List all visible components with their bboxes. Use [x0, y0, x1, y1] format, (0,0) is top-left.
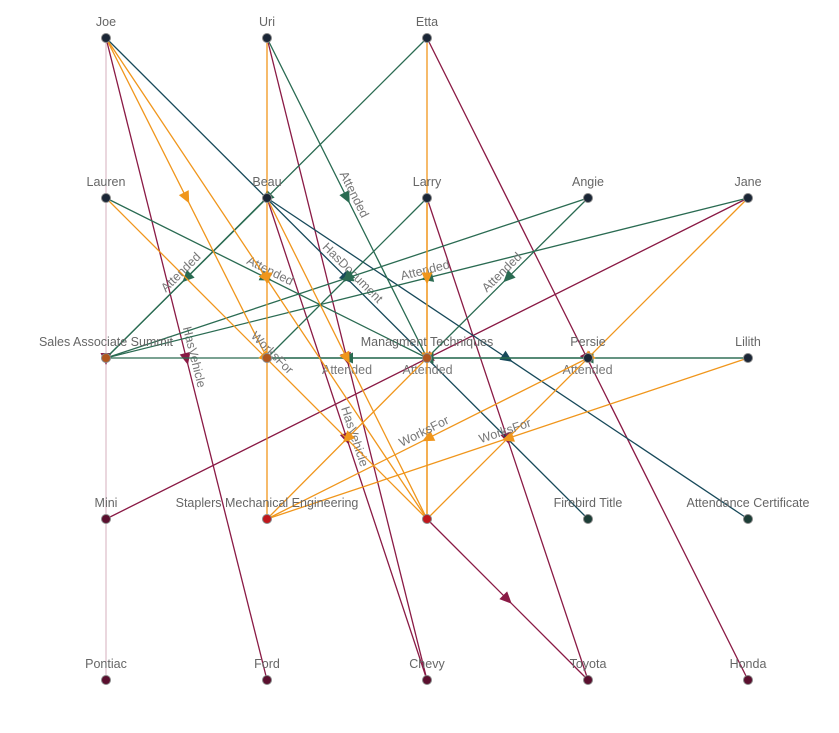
- node-label: Jane: [734, 175, 761, 189]
- node-dot[interactable]: [262, 514, 272, 524]
- edge-arrow-icon: [499, 350, 513, 362]
- edge-arrow-icon: [422, 430, 436, 442]
- node-ev2[interactable]: [262, 353, 272, 363]
- edge-label: Attended: [562, 363, 612, 377]
- node-joe[interactable]: Joe: [96, 15, 116, 43]
- edge-arrow-icon: [341, 270, 355, 282]
- edge-arrow-icon: [182, 269, 195, 283]
- node-label: Sales Associate Summit: [39, 335, 174, 349]
- node-dot[interactable]: [262, 33, 272, 43]
- node-angie[interactable]: Angie: [572, 175, 604, 203]
- edge-joe-ford: HasVehicle: [105, 37, 268, 681]
- node-sas[interactable]: Sales Associate Summit: [39, 335, 174, 363]
- node-firebird[interactable]: Firebird Title: [554, 496, 623, 524]
- edge-uri-mt: Attended: [266, 37, 428, 359]
- node-label: Staplers Mechanical Engineering: [176, 496, 359, 510]
- node-dot[interactable]: [422, 353, 432, 363]
- node-dot[interactable]: [422, 514, 432, 524]
- node-label: Toyota: [570, 657, 607, 671]
- edge-arrow-icon: [342, 430, 356, 443]
- node-label: Firebird Title: [554, 496, 623, 510]
- node-lauren[interactable]: Lauren: [87, 175, 126, 203]
- node-dot[interactable]: [743, 353, 753, 363]
- edge-arrow-icon: [499, 591, 512, 604]
- node-uri[interactable]: Uri: [259, 15, 275, 43]
- edge-label: Attended: [322, 363, 372, 377]
- node-dot[interactable]: [583, 675, 593, 685]
- node-dot[interactable]: [101, 33, 111, 43]
- node-label: Chevy: [409, 657, 445, 671]
- node-label: Beau: [252, 175, 281, 189]
- node-dot[interactable]: [583, 353, 593, 363]
- node-label: Lauren: [87, 175, 126, 189]
- edge-label: Attended: [479, 250, 524, 295]
- node-dot[interactable]: [743, 675, 753, 685]
- node-dot[interactable]: [422, 193, 432, 203]
- node-label: Angie: [572, 175, 604, 189]
- node-mini[interactable]: Mini: [95, 496, 118, 524]
- node-ford[interactable]: Ford: [254, 657, 280, 685]
- node-label: Persie: [570, 335, 605, 349]
- node-dot[interactable]: [262, 193, 272, 203]
- edge-joe-ev2: [105, 37, 268, 359]
- edge-arrow-icon: [339, 350, 350, 364]
- node-beau[interactable]: Beau: [252, 175, 282, 203]
- node-dot[interactable]: [262, 353, 272, 363]
- node-dot[interactable]: [583, 193, 593, 203]
- node-chevy[interactable]: Chevy: [409, 657, 445, 685]
- node-staplers[interactable]: Staplers Mechanical Engineering: [176, 496, 359, 524]
- node-label: Larry: [413, 175, 442, 189]
- edge-lilith-staplers: WorksFor: [266, 357, 749, 520]
- node-dot[interactable]: [583, 514, 593, 524]
- node-dot[interactable]: [262, 675, 272, 685]
- node-label: Pontiac: [85, 657, 127, 671]
- node-label: Honda: [730, 657, 767, 671]
- node-dot[interactable]: [101, 193, 111, 203]
- node-label: Attendance Certificate: [687, 496, 810, 510]
- node-dot[interactable]: [101, 514, 111, 524]
- node-jane[interactable]: Jane: [734, 175, 762, 203]
- edge-co2-toyota: [426, 518, 589, 681]
- node-dot[interactable]: [101, 353, 111, 363]
- edge-arrow-icon: [261, 272, 273, 285]
- node-dot[interactable]: [743, 514, 753, 524]
- edge-arrow-icon: [503, 269, 516, 283]
- node-larry[interactable]: Larry: [413, 175, 442, 203]
- node-label: Mini: [95, 496, 118, 510]
- node-label: Lilith: [735, 335, 761, 349]
- node-dot[interactable]: [743, 193, 753, 203]
- node-dot[interactable]: [101, 675, 111, 685]
- edge-mt-staplers: [266, 357, 428, 520]
- edge-beau-co2: [266, 197, 428, 520]
- node-lilith[interactable]: Lilith: [735, 335, 761, 363]
- node-label: Uri: [259, 15, 275, 29]
- node-label: Ford: [254, 657, 280, 671]
- node-toyota[interactable]: Toyota: [570, 657, 607, 685]
- edge-arrow-icon: [501, 431, 515, 442]
- node-honda[interactable]: Honda: [730, 657, 767, 685]
- edge-arrow-icon: [339, 190, 350, 204]
- node-pontiac[interactable]: Pontiac: [85, 657, 127, 685]
- edge-arrow-icon: [178, 190, 190, 204]
- edge-uri-staplers: [261, 38, 273, 519]
- node-label: Etta: [416, 15, 438, 29]
- node-attcert[interactable]: Attendance Certificate: [687, 496, 810, 524]
- edge-angie-mt: Attended: [426, 197, 589, 359]
- node-dot[interactable]: [422, 675, 432, 685]
- node-layer: Joe Uri Etta Lauren Beau Larry Angie Jane Sales …: [39, 15, 810, 685]
- edge-angie-sas: [105, 197, 589, 359]
- node-label: Managment Techniques: [361, 335, 494, 349]
- node-etta[interactable]: Etta: [416, 15, 438, 43]
- node-dot[interactable]: [422, 33, 432, 43]
- node-persie[interactable]: Persie: [570, 335, 606, 363]
- node-mt[interactable]: Managment Techniques: [361, 335, 494, 363]
- node-label: Joe: [96, 15, 116, 29]
- node-co2[interactable]: [422, 514, 432, 524]
